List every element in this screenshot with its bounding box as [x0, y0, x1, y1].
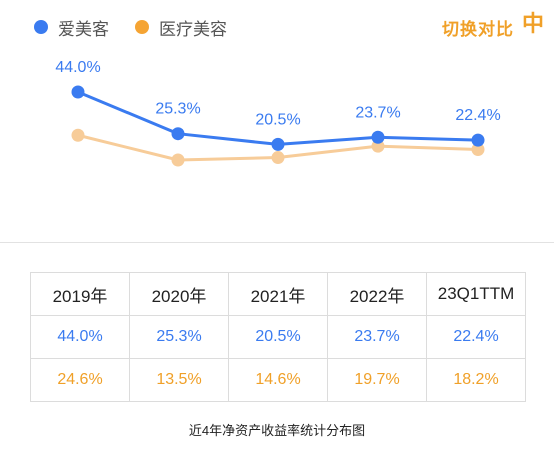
data-label: 20.5%: [255, 111, 300, 128]
data-point: [171, 127, 185, 141]
table-cell: 25.3%: [129, 315, 229, 359]
chart-caption: 近4年净资产收益率统计分布图: [188, 423, 366, 438]
line-chart: 44.0% 25.3% 20.5% 23.7% 22.4%: [55, 59, 501, 167]
table-header-2020: 2020年: [129, 272, 229, 316]
data-point: [471, 143, 485, 157]
legend-item-amk[interactable]: 爱美客: [34, 15, 109, 40]
switch-compare-button[interactable]: 切换对比: [442, 20, 514, 39]
data-point: [471, 133, 485, 147]
data-label: 44.0%: [55, 59, 100, 76]
data-point: [271, 137, 285, 151]
data-label: 23.7%: [355, 104, 400, 121]
legend-dot-amk: [34, 20, 48, 34]
switch-icon[interactable]: 中: [522, 11, 548, 37]
table-cell: 14.6%: [228, 358, 328, 402]
legend-label-medical: 医疗美容: [159, 19, 227, 39]
table-header-2019: 2019年: [30, 272, 130, 316]
data-point: [171, 153, 185, 167]
table-cell: 44.0%: [30, 315, 130, 359]
table-header-2022: 2022年: [327, 272, 427, 316]
data-point: [371, 139, 385, 153]
table-header-row: 2019年 2020年 2021年 2022年 23Q1TTM: [30, 272, 526, 316]
legend-label-amk: 爱美客: [58, 19, 109, 39]
data-point: [371, 130, 385, 144]
legend-item-medical[interactable]: 医疗美容: [135, 15, 227, 40]
divider: [0, 242, 554, 243]
table-cell: 24.6%: [30, 358, 130, 402]
table-row-amk: 44.0% 25.3% 20.5% 23.7% 22.4%: [30, 315, 526, 359]
chart-legend: 爱美客 医疗美容: [34, 13, 253, 41]
table-cell: 23.7%: [327, 315, 427, 359]
data-table: 2019年 2020年 2021年 2022年 23Q1TTM 44.0% 25…: [30, 272, 526, 402]
data-point: [71, 85, 85, 99]
table-header-23q1ttm: 23Q1TTM: [426, 272, 526, 316]
table-row-medical: 24.6% 13.5% 14.6% 19.7% 18.2%: [30, 358, 526, 402]
data-label: 25.3%: [155, 101, 200, 118]
table-header-2021: 2021年: [228, 272, 328, 316]
switch-icon-glyph: 中: [522, 11, 545, 36]
table-cell: 22.4%: [426, 315, 526, 359]
table-cell: 19.7%: [327, 358, 427, 402]
data-point: [71, 128, 85, 142]
legend-dot-medical: [135, 20, 149, 34]
table-cell: 18.2%: [426, 358, 526, 402]
data-label: 22.4%: [455, 107, 500, 124]
table-cell: 20.5%: [228, 315, 328, 359]
data-point: [271, 151, 285, 165]
table-cell: 13.5%: [129, 358, 229, 402]
